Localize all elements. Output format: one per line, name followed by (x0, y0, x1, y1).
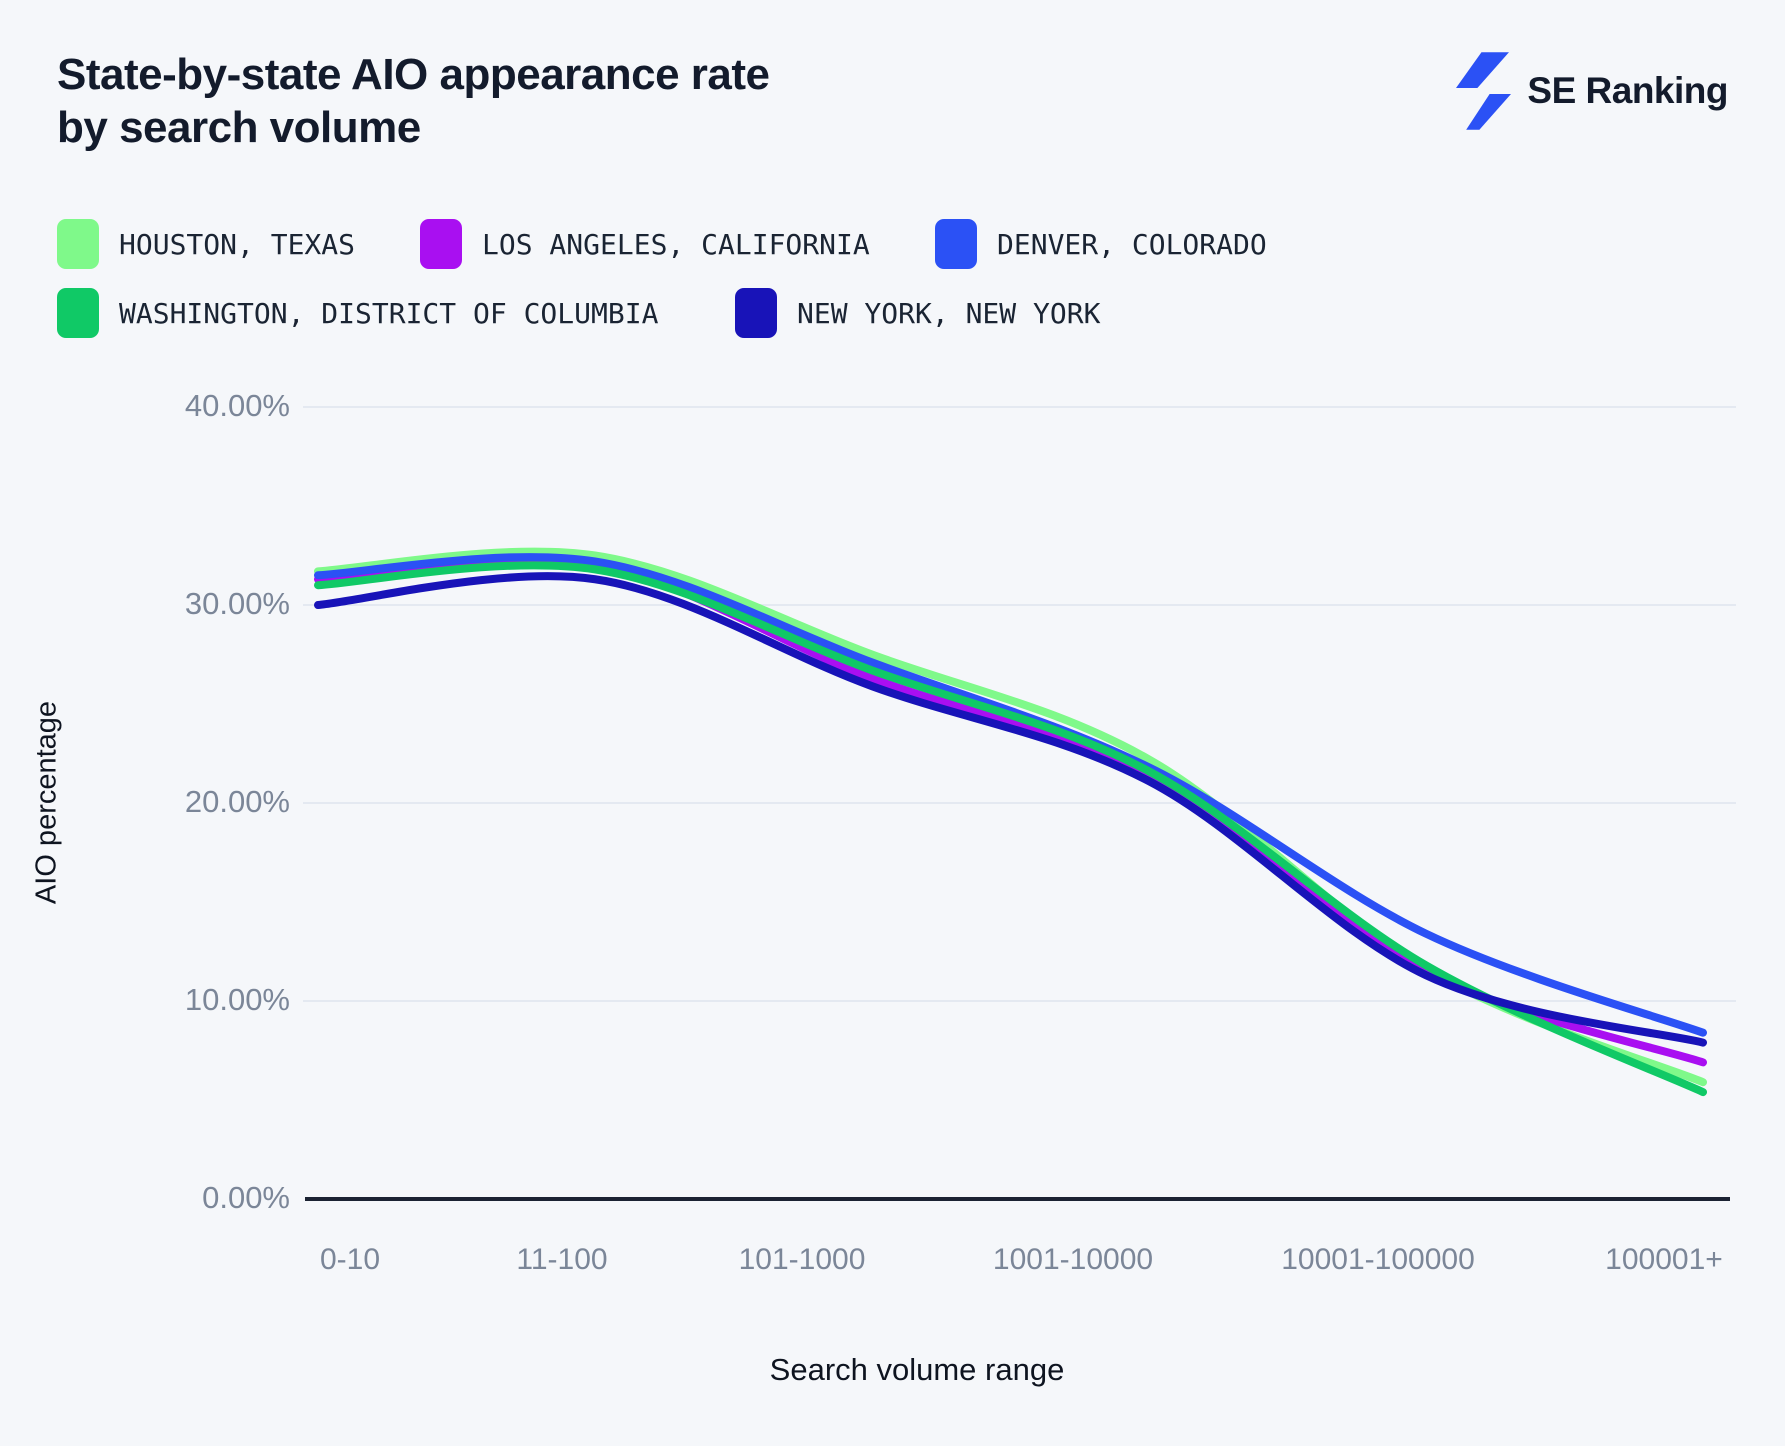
legend-item-denver-colorado[interactable]: Denver, Colorado (935, 219, 1267, 269)
legend-swatch (735, 288, 777, 338)
legend-swatch (420, 219, 462, 269)
legend-item-houston-texas[interactable]: Houston, Texas (57, 219, 355, 269)
y-tick-label: 20.00% (184, 784, 290, 819)
series-line-denver-colorado[interactable] (314, 553, 1707, 1037)
legend-item-washington-district-of-columbia[interactable]: Washington, District of Columbia (57, 288, 658, 338)
series-line-new-york-new-york[interactable] (314, 572, 1707, 1047)
legend-label: New York, New York (797, 296, 1101, 330)
x-tick-label: 10001-100000 (1281, 1243, 1475, 1276)
page-title: State-by-state AIO appearance rate by se… (57, 48, 770, 154)
se-ranking-bolt-icon (1456, 52, 1512, 130)
x-tick-label: 100001+ (1605, 1243, 1723, 1276)
series-line-los-angeles-california[interactable] (314, 556, 1707, 1067)
series-line-washington-district-of-columbia[interactable] (314, 561, 1707, 1097)
brand-logo: SE Ranking (1456, 52, 1728, 130)
page-title-line1: State-by-state AIO appearance rate (57, 50, 770, 99)
y-tick-label: 10.00% (184, 982, 290, 1017)
x-tick-label: 11-100 (516, 1243, 608, 1276)
y-tick-label: 30.00% (184, 586, 290, 621)
x-tick-label: 0-10 (319, 1243, 381, 1276)
y-tick-label: 40.00% (184, 388, 290, 423)
brand-name: SE Ranking (1527, 70, 1728, 111)
legend-swatch (935, 219, 977, 269)
legend-swatch (57, 288, 99, 338)
y-tick-label: 0.00% (202, 1180, 290, 1215)
x-tick-label: 101-1000 (738, 1243, 866, 1276)
legend-label: Houston, Texas (119, 227, 356, 261)
legend-item-new-york-new-york[interactable]: New York, New York (735, 288, 1100, 338)
legend-label: Los Angeles, California (482, 227, 870, 261)
legend-label: Denver, Colorado (997, 227, 1267, 261)
x-axis-title: Search volume range (769, 1352, 1065, 1387)
legend-item-los-angeles-california[interactable]: Los Angeles, California (420, 219, 870, 269)
x-tick-label: 1001-10000 (992, 1243, 1154, 1276)
legend-label: Washington, District of Columbia (119, 296, 659, 330)
page-title-line2: by search volume (57, 103, 421, 152)
legend-swatch (57, 219, 99, 269)
